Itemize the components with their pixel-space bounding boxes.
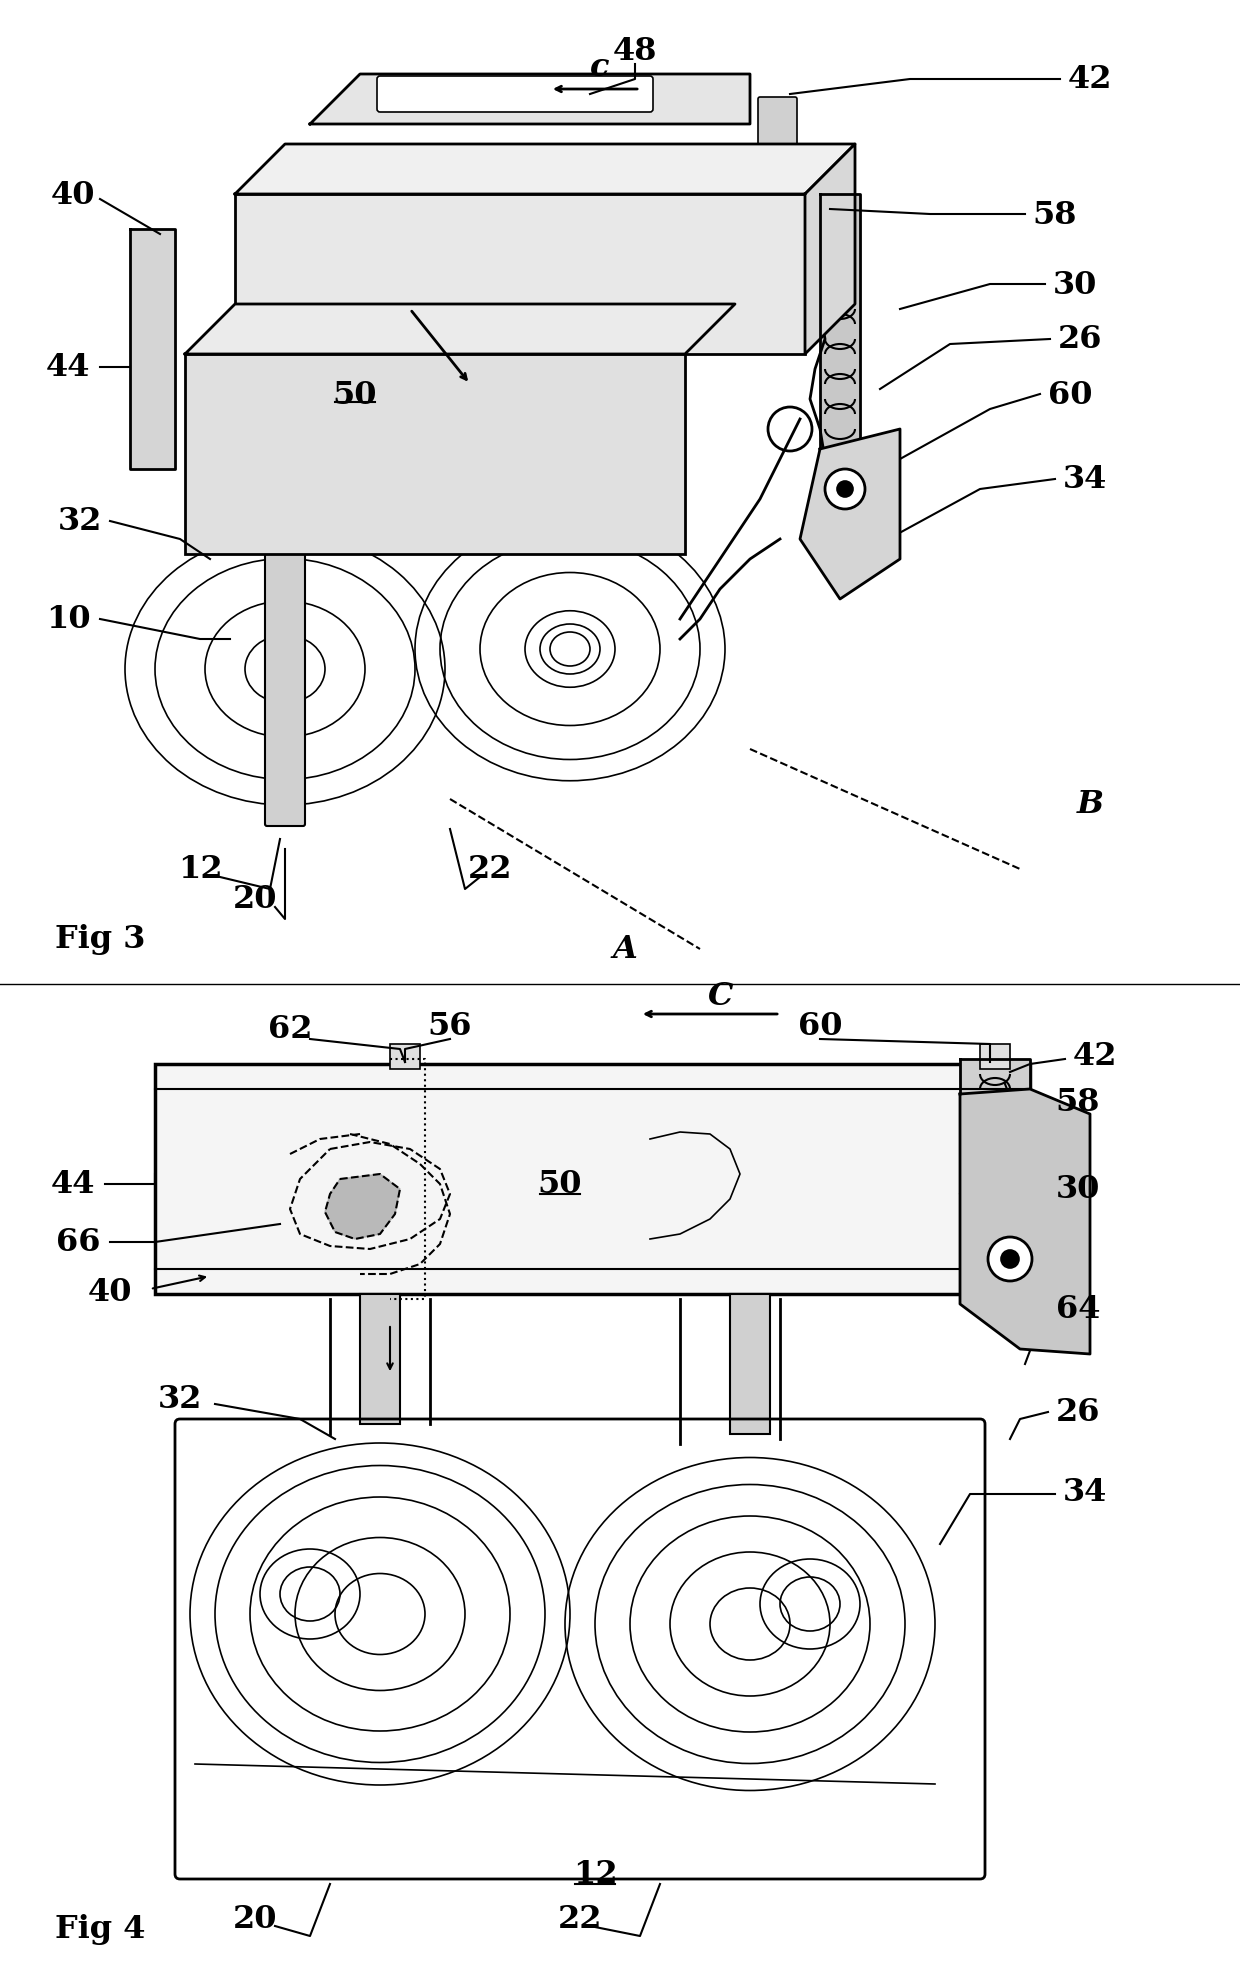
Text: 66: 66 [56,1228,100,1257]
Text: 22: 22 [467,854,512,886]
FancyBboxPatch shape [377,77,653,114]
Text: 58: 58 [1055,1086,1100,1118]
Text: 32: 32 [58,507,102,538]
Text: 50: 50 [332,379,377,410]
Text: 60: 60 [1048,379,1092,410]
FancyBboxPatch shape [360,1294,401,1424]
Text: 56: 56 [428,1011,472,1043]
Text: 34: 34 [1063,1477,1107,1508]
Text: B: B [1076,790,1104,821]
Text: 40: 40 [51,179,95,210]
FancyBboxPatch shape [155,1064,1030,1294]
Text: 20: 20 [233,884,278,915]
Polygon shape [800,430,900,599]
Text: 34: 34 [1063,464,1107,495]
Text: 30: 30 [1055,1174,1100,1204]
Polygon shape [820,194,861,530]
Text: C: C [707,980,733,1011]
Text: 50: 50 [538,1169,583,1200]
Polygon shape [960,1059,1030,1300]
FancyBboxPatch shape [265,513,305,827]
FancyBboxPatch shape [980,1045,1011,1070]
Text: 42: 42 [1068,65,1112,96]
Text: 10: 10 [46,605,91,634]
FancyBboxPatch shape [391,1045,420,1070]
Polygon shape [130,230,175,469]
Polygon shape [310,75,750,126]
Polygon shape [805,145,856,355]
Text: 42: 42 [1073,1041,1117,1072]
Text: 44: 44 [46,352,91,383]
Circle shape [825,469,866,511]
Text: 48: 48 [613,37,657,67]
FancyBboxPatch shape [758,98,797,151]
Text: 30: 30 [1053,269,1097,300]
FancyBboxPatch shape [236,194,805,355]
Text: Fig 4: Fig 4 [55,1913,145,1944]
Circle shape [1001,1251,1019,1269]
Text: 26: 26 [1055,1396,1100,1428]
Text: 22: 22 [558,1903,603,1935]
Polygon shape [236,145,856,194]
Text: 64: 64 [1055,1294,1100,1326]
Text: 44: 44 [51,1169,95,1200]
Text: 60: 60 [797,1011,842,1043]
Polygon shape [325,1174,401,1239]
FancyBboxPatch shape [730,1294,770,1434]
Circle shape [988,1237,1032,1281]
Text: 40: 40 [88,1277,133,1308]
Polygon shape [185,304,735,355]
Text: 26: 26 [1058,324,1102,355]
Polygon shape [960,1090,1090,1355]
Text: Fig 3: Fig 3 [55,923,145,955]
Text: 32: 32 [157,1385,202,1414]
Text: 12: 12 [573,1858,618,1889]
Text: 12: 12 [177,854,222,886]
FancyBboxPatch shape [185,355,684,554]
Circle shape [837,481,853,497]
Text: c: c [590,53,610,82]
Text: 58: 58 [1033,200,1078,230]
Text: 20: 20 [233,1903,278,1935]
Text: A: A [613,935,637,964]
Text: 62: 62 [268,1013,312,1045]
